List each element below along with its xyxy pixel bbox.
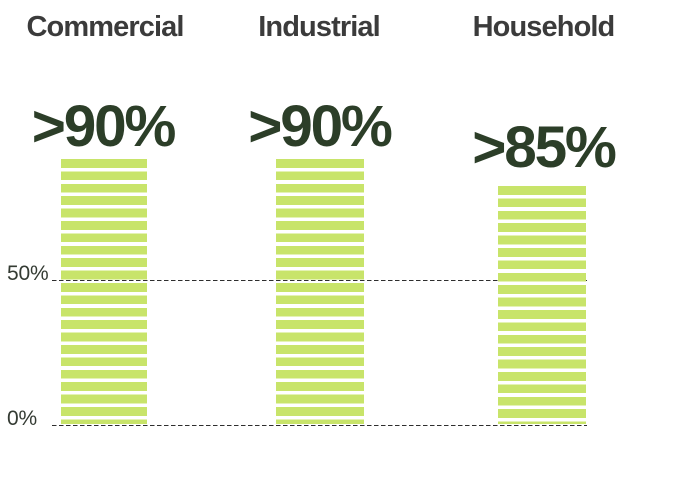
category-label-household: Household [472, 10, 616, 43]
y-axis-tick-0: 0% [7, 406, 37, 430]
category-label-industrial: Industrial [258, 10, 380, 43]
bar-household [498, 185, 586, 425]
value-label-industrial: >90% [248, 94, 393, 160]
y-axis-tick-50: 50% [7, 261, 49, 285]
value-label-commercial: >90% [31, 94, 177, 160]
category-label-commercial: Commercial [26, 10, 184, 43]
bar-commercial [61, 158, 147, 425]
value-label-household: >85% [472, 115, 617, 181]
gridline-0pct [52, 424, 587, 427]
bar-industrial [276, 158, 364, 425]
